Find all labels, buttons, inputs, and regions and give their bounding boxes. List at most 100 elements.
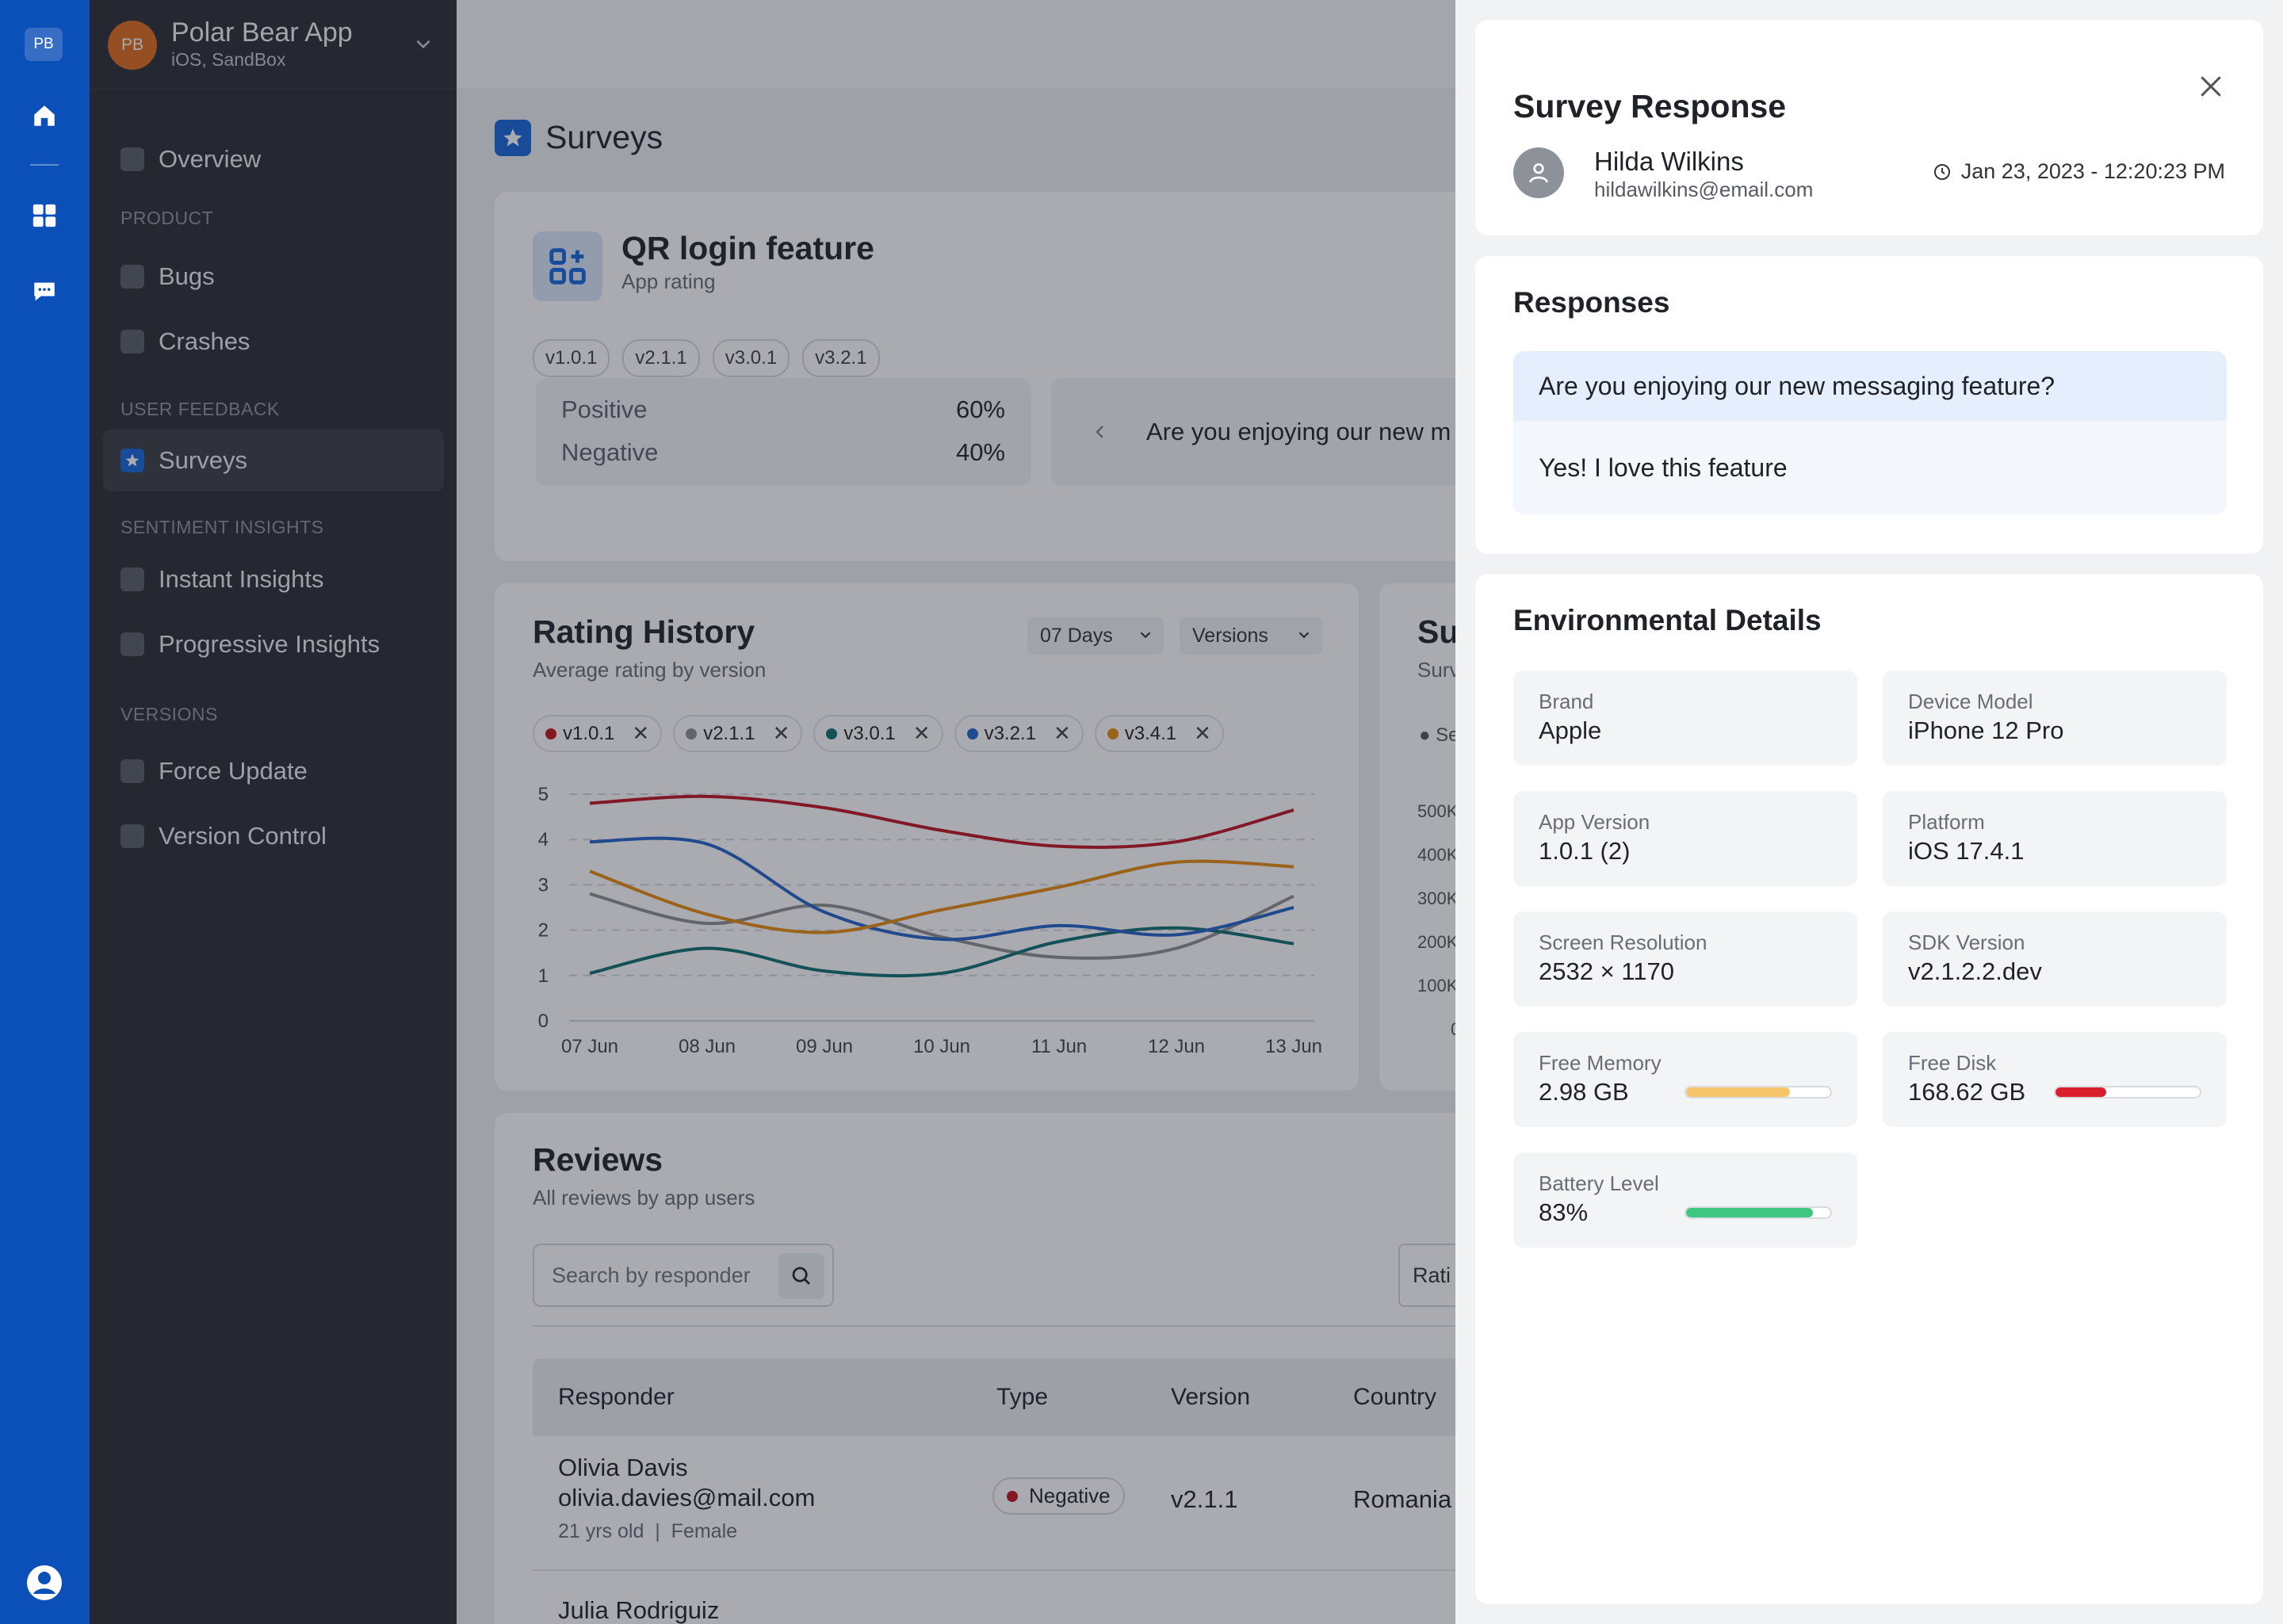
table-header: Responder Type Version Country xyxy=(533,1358,1455,1436)
env-value: iPhone 12 Pro xyxy=(1908,716,2064,744)
main-content: Surveys QR login feature App rating v1.0… xyxy=(457,0,1455,1624)
app-rail: PB xyxy=(0,0,90,1624)
legend-label: v2.1.1 xyxy=(703,722,755,744)
survey-summary-card: QR login feature App rating v1.0.1 v2.1.1… xyxy=(495,192,1455,561)
legend-chip[interactable]: v3.4.1 ✕ xyxy=(1094,715,1224,752)
sidebar-item-version-control[interactable]: Version Control xyxy=(103,805,444,867)
env-brand: Brand Apple xyxy=(1513,671,1857,766)
battery-progress-bar xyxy=(1685,1206,1832,1219)
memory-progress-fill xyxy=(1686,1087,1791,1097)
legend-chip[interactable]: v3.2.1 ✕ xyxy=(954,715,1084,752)
remove-icon[interactable]: ✕ xyxy=(772,721,790,745)
drawer-title: Survey Response xyxy=(1513,88,1787,124)
chat-icon[interactable] xyxy=(29,276,60,308)
app-switcher[interactable]: PB Polar Bear App iOS, SandBox xyxy=(90,0,457,90)
search-input[interactable]: Search by responder xyxy=(533,1244,834,1307)
survey-stats-subtitle: Surv xyxy=(1417,658,1455,682)
stats-ticks: 500K 400K 300K 200K 100K 0 xyxy=(1417,789,1455,1051)
col-responder[interactable]: Responder xyxy=(558,1384,675,1410)
sidebar-item-label: Progressive Insights xyxy=(159,630,380,658)
legend-dot xyxy=(545,728,556,739)
remove-icon[interactable]: ✕ xyxy=(1194,721,1211,745)
env-screen-resolution: Screen Resolution 2532 × 1170 xyxy=(1513,911,1857,1007)
col-type[interactable]: Type xyxy=(996,1384,1049,1410)
qr-icon xyxy=(533,231,602,301)
col-country[interactable]: Country xyxy=(1353,1384,1437,1410)
bug-icon xyxy=(120,265,144,288)
env-label: Battery Level xyxy=(1539,1171,1659,1195)
rating-filter-label: Rati xyxy=(1413,1263,1451,1287)
sidebar-item-crashes[interactable]: Crashes xyxy=(103,311,444,373)
grid-icon[interactable] xyxy=(29,200,60,231)
x-tick-label: 12 Jun xyxy=(1148,1036,1205,1057)
sidebar-item-surveys[interactable]: Surveys xyxy=(103,430,444,491)
y-tick-label: 5 xyxy=(538,784,549,805)
section-product: PRODUCT xyxy=(120,208,214,228)
survey-response-drawer: Survey Response Hilda Wilkins hildawilki… xyxy=(1455,0,2283,1624)
legend-chip[interactable]: v1.0.1 ✕ xyxy=(533,715,663,752)
stats-legend-label: Se xyxy=(1436,724,1455,746)
days-dropdown[interactable]: 07 Days xyxy=(1027,617,1164,655)
chevron-down-icon[interactable] xyxy=(413,33,434,58)
env-free-memory: Free Memory 2.98 GB xyxy=(1513,1032,1857,1127)
divider xyxy=(533,1325,1455,1327)
modal-backdrop[interactable] xyxy=(90,0,1455,1624)
tick-label: 300K xyxy=(1417,888,1455,908)
legend-dot xyxy=(686,728,698,739)
chevron-left-icon[interactable] xyxy=(1091,422,1110,441)
sidebar-item-progressive-insights[interactable]: Progressive Insights xyxy=(103,613,444,675)
legend-chip[interactable]: v3.0.1 ✕ xyxy=(813,715,943,752)
sidebar-item-bugs[interactable]: Bugs xyxy=(103,246,444,308)
link-icon xyxy=(120,632,144,656)
row-version: v2.1.1 xyxy=(1171,1485,1238,1513)
col-version[interactable]: Version xyxy=(1171,1384,1251,1410)
sidebar-item-label: Instant Insights xyxy=(159,565,324,593)
sidebar-item-label: Bugs xyxy=(159,262,215,290)
version-pill[interactable]: v3.0.1 xyxy=(712,339,790,377)
responder-gender: Female xyxy=(671,1520,738,1542)
top-bar xyxy=(457,0,1455,90)
close-icon[interactable] xyxy=(2189,64,2233,109)
remove-icon[interactable]: ✕ xyxy=(632,721,650,745)
reviews-card: Reviews All reviews by app users Search … xyxy=(495,1113,1455,1624)
search-icon[interactable] xyxy=(778,1253,824,1299)
rating-chart: 0 1 2 3 4 5 07 Jun 08 Jun 09 Jun 10 Jun 11 Jun 12 J… xyxy=(538,784,1322,1057)
x-tick-label: 11 Jun xyxy=(1031,1036,1087,1057)
remove-icon[interactable]: ✕ xyxy=(1053,721,1071,745)
sidebar-item-overview[interactable]: Overview xyxy=(103,128,444,190)
reviews-subtitle: All reviews by app users xyxy=(533,1186,755,1209)
y-tick-label: 4 xyxy=(538,829,549,850)
series-line-v2.1.1 xyxy=(589,892,1294,960)
versions-dropdown[interactable]: Versions xyxy=(1180,617,1322,655)
env-value: Apple xyxy=(1539,716,1602,744)
sidebar-item-label: Version Control xyxy=(159,822,327,850)
home-icon[interactable] xyxy=(29,100,60,132)
version-pill[interactable]: v3.2.1 xyxy=(802,339,880,377)
crash-icon xyxy=(120,330,144,353)
section-sentiment: SENTIMENT INSIGHTS xyxy=(120,517,324,537)
account-icon[interactable] xyxy=(25,1564,63,1602)
version-pill[interactable]: v2.1.1 xyxy=(622,339,700,377)
question-preview: Are you enjoying our new m xyxy=(1146,418,1451,445)
sidebar-item-force-update[interactable]: Force Update xyxy=(103,740,444,802)
table-row[interactable]: Olivia Davis olivia.davies@mail.com 21 y… xyxy=(533,1436,1455,1571)
env-label: Free Memory xyxy=(1539,1051,1662,1075)
survey-stats-title: Su xyxy=(1417,613,1455,650)
responder-name: Julia Rodriguiz xyxy=(558,1596,720,1624)
insight-icon xyxy=(120,567,144,591)
tick-label: 200K xyxy=(1417,932,1455,952)
sidebar-item-label: Overview xyxy=(159,145,262,173)
rating-filter[interactable]: Rati xyxy=(1398,1244,1455,1307)
section-versions: VERSIONS xyxy=(120,704,218,724)
overview-icon xyxy=(120,147,144,171)
table-row[interactable]: Julia Rodriguiz xyxy=(533,1571,1455,1624)
remove-icon[interactable]: ✕ xyxy=(912,721,931,745)
status-badge-label: Negative xyxy=(1029,1484,1111,1507)
tick-label: 100K xyxy=(1417,976,1455,995)
env-app-version: App Version 1.0.1 (2) xyxy=(1513,791,1857,886)
workspace-badge[interactable]: PB xyxy=(25,28,63,61)
sidebar-item-instant-insights[interactable]: Instant Insights xyxy=(103,548,444,610)
legend-chip[interactable]: v2.1.1 ✕ xyxy=(673,715,803,752)
user-email: hildawilkins@email.com xyxy=(1594,178,1814,201)
version-pill[interactable]: v1.0.1 xyxy=(533,339,610,377)
